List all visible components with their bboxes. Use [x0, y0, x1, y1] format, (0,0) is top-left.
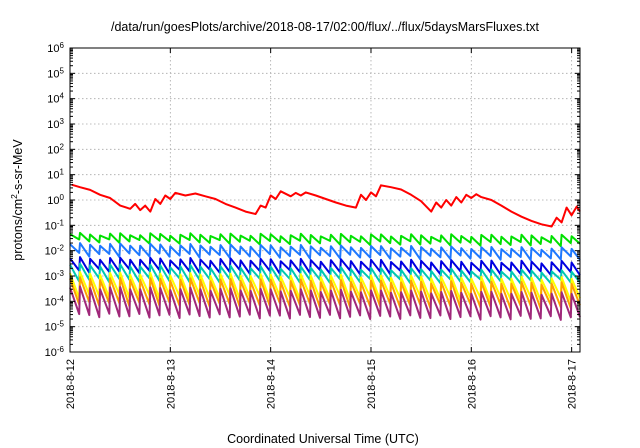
data-series-8	[69, 285, 581, 321]
data-series-2	[69, 231, 581, 248]
y-tick-label: 10-6	[45, 345, 65, 360]
x-tick-label: 2018-8-14	[266, 359, 278, 409]
y-tick-label: 104	[47, 91, 64, 106]
chart-title: /data/run/goesPlots/archive/2018-08-17/0…	[111, 20, 540, 34]
y-axis-label-superscript: 2	[9, 194, 19, 199]
y-tick-label: 101	[47, 167, 64, 182]
data-series-3	[69, 242, 581, 261]
y-tick-label: 10-3	[45, 269, 65, 284]
data-series-6	[69, 271, 581, 303]
y-tick-label: 100	[47, 193, 64, 208]
x-tick-label: 2018-8-12	[65, 359, 77, 409]
x-tick-label: 2018-8-15	[366, 359, 378, 409]
y-tick-label: 105	[47, 66, 64, 81]
x-tick-label: 2018-8-17	[567, 359, 579, 409]
y-tick-label: 10-4	[45, 294, 65, 309]
y-tick-label: 102	[47, 142, 64, 157]
y-tick-label: 103	[47, 117, 64, 132]
y-tick-label: 10-5	[45, 319, 65, 334]
y-axis-label-main: protons/cm	[11, 199, 25, 261]
y-tick-label: 10-1	[45, 218, 65, 233]
axis-ticks: 10-6 10-5 10-4 10-3 10-2 10-1 100 101 102 103 104 1…	[45, 41, 580, 409]
y-axis-label-unit: -s-sr-MeV	[11, 139, 25, 195]
data-series-4	[69, 256, 581, 276]
data-series-5	[69, 262, 581, 285]
data-series-7	[69, 276, 581, 310]
x-tick-label: 2018-8-13	[165, 359, 177, 409]
x-axis-label: Coordinated Universal Time (UTC)	[227, 432, 419, 446]
x-tick-label: 2018-8-16	[466, 359, 478, 409]
data-series-1	[71, 183, 581, 228]
y-tick-label: 106	[47, 41, 64, 56]
y-tick-label: 10-2	[45, 243, 65, 258]
data-series-group	[69, 183, 581, 321]
y-axis-label: protons/cm2-s-sr-MeV	[9, 139, 25, 261]
